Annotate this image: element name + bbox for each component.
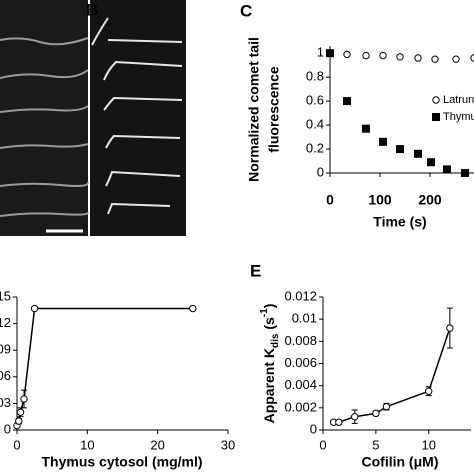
y-tick-label: 0.01 <box>292 311 317 326</box>
y-axis-label-part: Apparent K <box>261 348 277 423</box>
x-tick-label: 0 <box>319 437 326 452</box>
x-tick-label: 0 <box>326 192 334 208</box>
x-tick-label: 5 <box>372 437 379 452</box>
marker <box>382 403 391 411</box>
y-axis-label-part: dis <box>270 333 281 348</box>
marker <box>343 97 351 106</box>
marker <box>379 51 387 60</box>
x-axis-label: Thymus cytosol (mg/ml) <box>41 454 202 470</box>
x-tick-label: 0 <box>13 437 20 452</box>
panel-label: C <box>240 1 252 20</box>
marker <box>362 124 370 133</box>
marker <box>189 304 197 313</box>
marker <box>372 409 380 418</box>
marker <box>326 49 334 58</box>
x-axis-label: Cofilin (μM) <box>362 454 439 470</box>
y-tick-label: 0.2 <box>306 140 324 155</box>
marker <box>396 53 404 61</box>
y-axis-label-part: -1 <box>259 308 270 317</box>
marker <box>425 387 433 395</box>
y-tick-label: 0.002 <box>284 399 317 414</box>
x-tick-label: 100 <box>368 192 392 208</box>
y-tick-label: 0.004 <box>284 377 317 392</box>
image-left <box>0 0 88 236</box>
y-tick-label: .09 <box>0 342 11 357</box>
y-tick-label: 0.006 <box>284 355 317 370</box>
marker <box>20 395 28 403</box>
y-tick-label: 0 <box>317 164 324 179</box>
x-axis-label: Time (s) <box>373 214 426 230</box>
legend-marker <box>432 96 440 104</box>
y-tick-label: .15 <box>0 288 11 303</box>
y-tick-label: 0 <box>310 421 317 436</box>
marker <box>443 165 451 174</box>
marker <box>343 50 351 59</box>
y-axis-label: fluorescence <box>266 66 282 153</box>
y-tick-label: 0.4 <box>306 117 324 132</box>
marker <box>446 324 454 332</box>
marker <box>30 304 39 313</box>
x-tick-label: 10 <box>80 437 94 452</box>
marker <box>15 417 23 425</box>
x-tick-label: 20 <box>150 437 164 452</box>
panel-label: B <box>86 0 98 19</box>
y-axis-label: Apparent Kdis (s-1) <box>259 304 281 424</box>
microscopy-images <box>0 0 186 236</box>
marker <box>452 55 460 63</box>
panel-label: E <box>250 261 261 280</box>
y-tick-label: .12 <box>0 315 11 330</box>
marker <box>16 408 25 416</box>
y-tick-label: 0.8 <box>306 69 324 84</box>
y-tick-label: 0.012 <box>284 288 317 303</box>
series-line <box>333 327 451 423</box>
marker <box>335 418 343 426</box>
y-axis-label-part: (s <box>261 317 277 334</box>
y-tick-label: 1 <box>317 45 324 60</box>
marker <box>396 145 404 154</box>
x-tick-label: 30 <box>221 437 235 452</box>
series-line <box>16 307 193 426</box>
marker <box>427 158 435 167</box>
y-tick-label: .06 <box>0 368 11 383</box>
y-tick-label: 0.6 <box>306 93 324 108</box>
marker <box>379 137 387 146</box>
marker <box>362 51 370 60</box>
x-tick-label: 10 <box>421 437 435 452</box>
marker <box>461 169 469 177</box>
y-axis-label-part: ) <box>261 304 277 309</box>
y-tick-label: 0 <box>4 421 11 436</box>
x-tick-label: 200 <box>418 192 442 208</box>
y-tick-label: 0.008 <box>284 333 317 348</box>
legend-marker <box>432 113 440 121</box>
y-axis-label: Normalized comet tail <box>246 37 262 182</box>
y-tick-label: .03 <box>0 395 11 410</box>
marker <box>414 149 422 158</box>
legend-label: Latrun <box>443 94 474 106</box>
image-right <box>90 0 186 236</box>
legend-label: Thymu <box>443 111 474 123</box>
marker <box>351 413 359 421</box>
marker <box>431 55 439 63</box>
marker <box>414 54 422 62</box>
